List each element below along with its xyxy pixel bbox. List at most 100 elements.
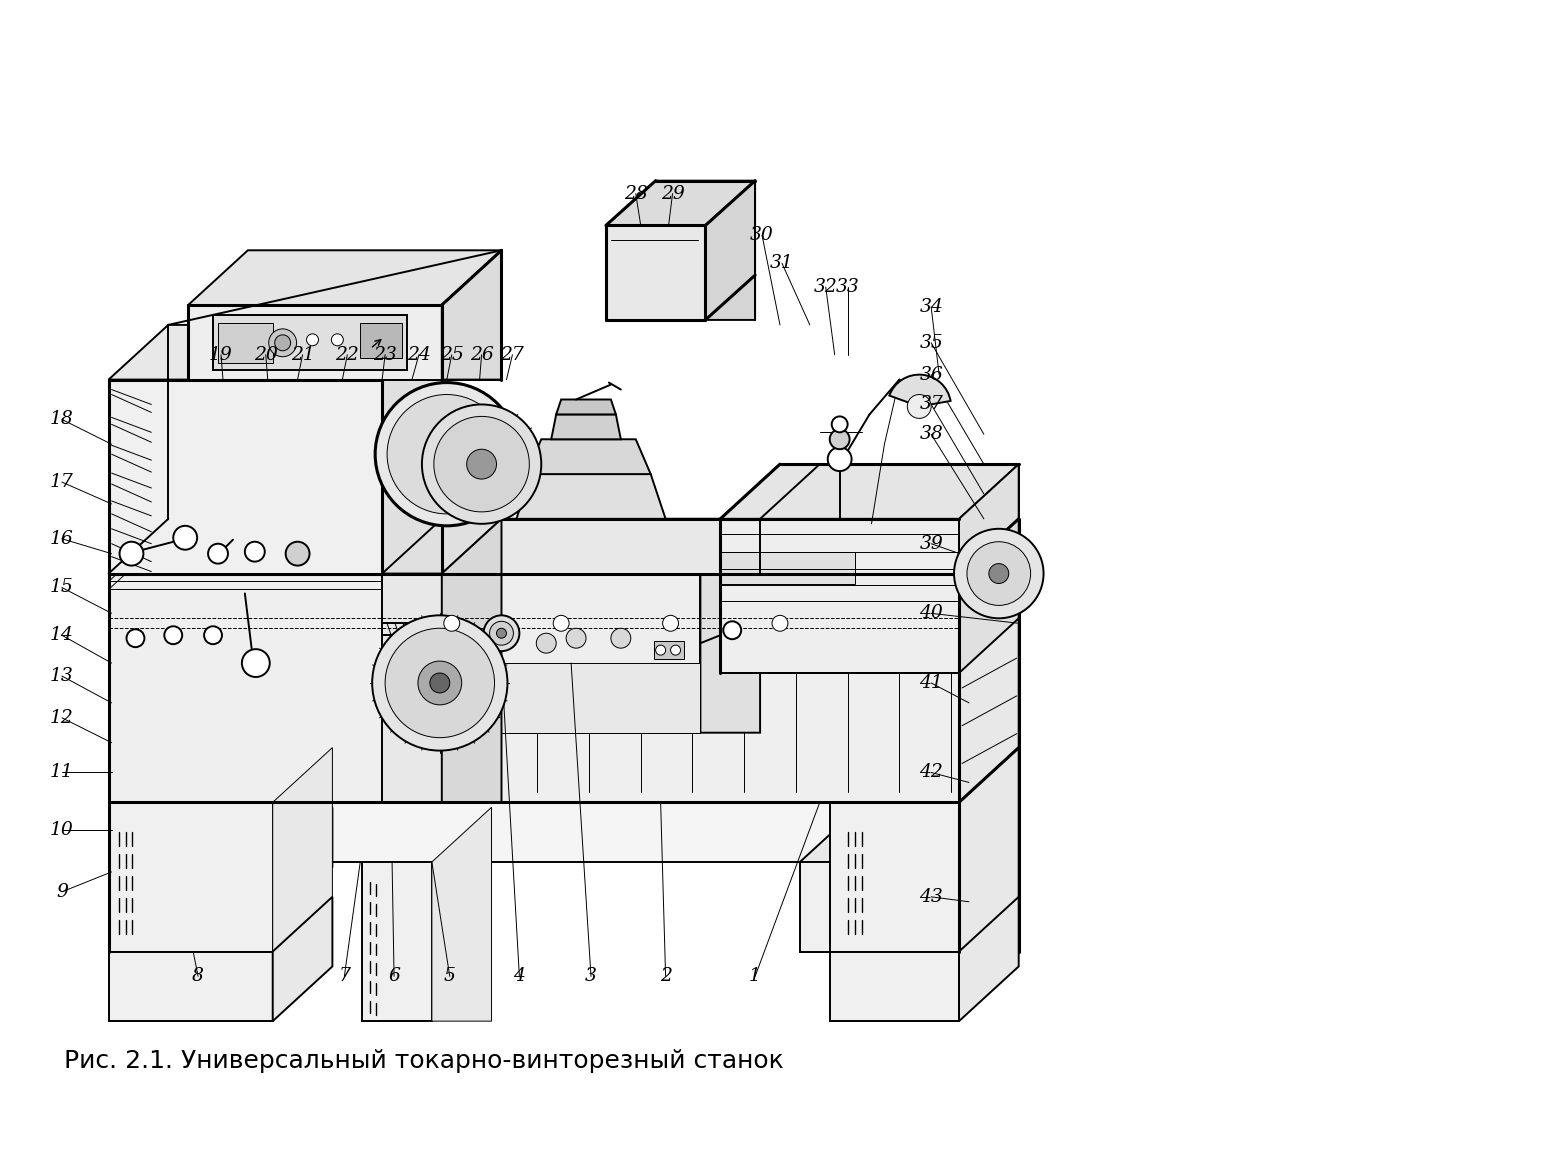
Polygon shape bbox=[109, 519, 1019, 573]
Circle shape bbox=[126, 629, 144, 648]
Text: 5: 5 bbox=[444, 967, 455, 985]
Circle shape bbox=[724, 621, 741, 640]
Polygon shape bbox=[606, 225, 705, 320]
Circle shape bbox=[269, 329, 297, 357]
Circle shape bbox=[663, 615, 679, 631]
Circle shape bbox=[828, 447, 851, 471]
Polygon shape bbox=[800, 862, 960, 951]
Bar bbox=[654, 641, 683, 659]
Text: 39: 39 bbox=[919, 534, 943, 553]
Polygon shape bbox=[273, 748, 332, 951]
Polygon shape bbox=[441, 519, 502, 803]
Polygon shape bbox=[960, 896, 1019, 1021]
Text: 22: 22 bbox=[335, 345, 359, 364]
Text: 35: 35 bbox=[919, 334, 943, 351]
Text: 37: 37 bbox=[919, 396, 943, 413]
Circle shape bbox=[829, 429, 849, 449]
Circle shape bbox=[436, 445, 457, 464]
Text: Рис. 2.1. Универсальный токарно-винторезный станок: Рис. 2.1. Универсальный токарно-винторез… bbox=[64, 1049, 784, 1072]
Circle shape bbox=[245, 541, 264, 561]
Circle shape bbox=[208, 544, 228, 564]
Text: 20: 20 bbox=[253, 345, 278, 364]
Polygon shape bbox=[362, 862, 432, 1021]
Polygon shape bbox=[721, 519, 960, 673]
Text: 24: 24 bbox=[407, 345, 430, 364]
Polygon shape bbox=[441, 519, 759, 573]
Polygon shape bbox=[382, 324, 441, 573]
Circle shape bbox=[430, 673, 450, 693]
Polygon shape bbox=[109, 324, 441, 379]
Bar bbox=[217, 323, 273, 363]
Polygon shape bbox=[188, 250, 502, 305]
Polygon shape bbox=[109, 862, 273, 951]
Text: 14: 14 bbox=[50, 627, 73, 644]
Text: 43: 43 bbox=[919, 888, 943, 906]
Circle shape bbox=[422, 405, 542, 524]
Circle shape bbox=[497, 628, 506, 638]
Text: 18: 18 bbox=[50, 411, 73, 428]
Circle shape bbox=[553, 615, 568, 631]
Polygon shape bbox=[109, 803, 960, 862]
Circle shape bbox=[433, 417, 530, 512]
Circle shape bbox=[387, 394, 506, 513]
Text: 42: 42 bbox=[919, 763, 943, 782]
Circle shape bbox=[483, 615, 519, 651]
Polygon shape bbox=[441, 519, 759, 573]
Circle shape bbox=[655, 645, 666, 655]
Text: 10: 10 bbox=[50, 822, 73, 839]
Bar bbox=[360, 323, 402, 358]
Wedge shape bbox=[890, 375, 950, 406]
Circle shape bbox=[376, 383, 519, 526]
Circle shape bbox=[306, 334, 318, 345]
Circle shape bbox=[275, 335, 290, 351]
Text: 11: 11 bbox=[50, 763, 73, 782]
Polygon shape bbox=[551, 414, 621, 439]
Polygon shape bbox=[721, 464, 1019, 519]
Circle shape bbox=[610, 628, 631, 648]
Polygon shape bbox=[109, 808, 332, 862]
Circle shape bbox=[165, 627, 182, 644]
Polygon shape bbox=[705, 181, 755, 320]
Circle shape bbox=[489, 621, 514, 645]
Text: 36: 36 bbox=[919, 365, 943, 384]
Polygon shape bbox=[273, 808, 332, 922]
Polygon shape bbox=[441, 573, 700, 733]
Circle shape bbox=[331, 334, 343, 345]
Circle shape bbox=[286, 541, 309, 566]
Circle shape bbox=[671, 645, 680, 655]
Polygon shape bbox=[109, 748, 1019, 803]
Polygon shape bbox=[700, 519, 759, 733]
Polygon shape bbox=[517, 474, 666, 519]
Text: 12: 12 bbox=[50, 708, 73, 727]
Text: 16: 16 bbox=[50, 530, 73, 547]
Circle shape bbox=[968, 541, 1031, 606]
Text: 9: 9 bbox=[56, 883, 68, 901]
Text: 26: 26 bbox=[469, 345, 494, 364]
Circle shape bbox=[536, 634, 556, 654]
Circle shape bbox=[203, 627, 222, 644]
Polygon shape bbox=[960, 748, 1019, 951]
Text: 28: 28 bbox=[624, 184, 648, 203]
Text: 17: 17 bbox=[50, 473, 73, 491]
Polygon shape bbox=[960, 519, 1019, 803]
Circle shape bbox=[772, 615, 787, 631]
Polygon shape bbox=[273, 896, 332, 1021]
Polygon shape bbox=[441, 250, 502, 379]
Polygon shape bbox=[109, 803, 273, 951]
Circle shape bbox=[907, 394, 932, 419]
Text: 34: 34 bbox=[919, 298, 943, 316]
Bar bbox=[213, 315, 407, 370]
Text: 2: 2 bbox=[660, 967, 671, 985]
Circle shape bbox=[242, 649, 270, 677]
Polygon shape bbox=[382, 519, 502, 573]
Circle shape bbox=[989, 564, 1009, 584]
Text: 6: 6 bbox=[388, 967, 401, 985]
Text: 1: 1 bbox=[749, 967, 761, 985]
Text: 32: 32 bbox=[814, 278, 837, 296]
Circle shape bbox=[567, 628, 585, 648]
Polygon shape bbox=[188, 305, 441, 379]
Polygon shape bbox=[109, 573, 960, 803]
Text: 38: 38 bbox=[919, 425, 943, 443]
Circle shape bbox=[418, 661, 461, 705]
Circle shape bbox=[832, 417, 848, 432]
